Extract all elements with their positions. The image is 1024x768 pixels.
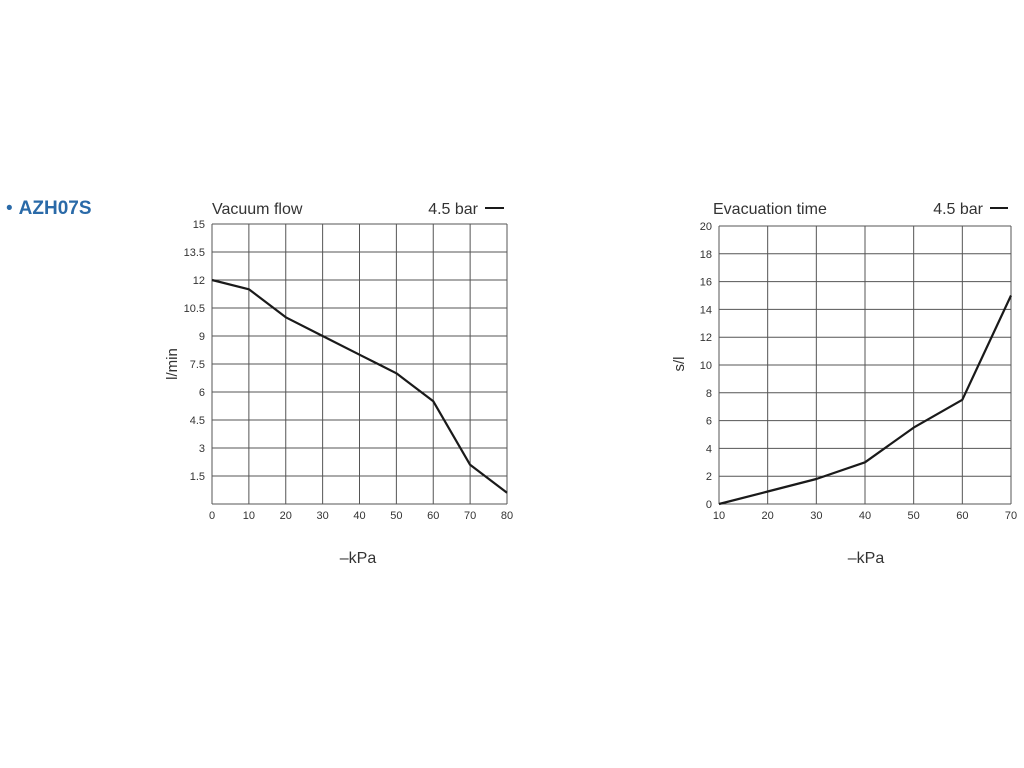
y-tick-label: 14 — [700, 304, 712, 316]
x-tick-label: 40 — [353, 510, 365, 522]
evacuation-time-ticks: 10 20 30 40 50 60 70 0 2 4 6 8 10 12 14 16 18 20 — [700, 221, 1017, 522]
y-tick-label: 1.5 — [190, 471, 205, 483]
y-tick-label: 12 — [700, 332, 712, 344]
y-tick-label: 13.5 — [184, 247, 205, 259]
x-tick-label: 10 — [713, 510, 725, 522]
x-tick-label: 0 — [209, 510, 215, 522]
y-tick-label: 2 — [706, 471, 712, 483]
vacuum-flow-title: Vacuum flow — [212, 201, 303, 218]
product-name: AZH07S — [18, 198, 92, 219]
evacuation-time-title: Evacuation time — [713, 201, 827, 218]
x-tick-label: 40 — [859, 510, 871, 522]
vacuum-flow-chart: Vacuum flow 4.5 bar 0 10 20 30 40 50 60 70 80 1.5… — [164, 201, 513, 567]
y-tick-label: 10 — [700, 360, 712, 372]
x-tick-label: 30 — [810, 510, 822, 522]
y-tick-label: 16 — [700, 277, 712, 289]
x-tick-label: 10 — [243, 510, 255, 522]
product-bullet: • — [6, 198, 13, 219]
y-tick-label: 15 — [193, 219, 205, 231]
vacuum-flow-xlabel: –kPa — [340, 550, 377, 567]
vacuum-flow-series — [211, 278, 508, 494]
y-tick-label: 6 — [706, 416, 712, 428]
x-tick-label: 20 — [280, 510, 292, 522]
x-tick-label: 60 — [427, 510, 439, 522]
evacuation-time-xlabel: –kPa — [848, 550, 885, 567]
evacuation-time-ylabel: s/l — [671, 357, 688, 372]
product-heading: • AZH07S — [6, 198, 92, 220]
y-tick-label: 8 — [706, 388, 712, 400]
evacuation-time-series — [718, 295, 1012, 506]
y-tick-label: 6 — [199, 387, 205, 399]
vacuum-flow-ylabel: l/min — [164, 348, 181, 380]
y-tick-label: 7.5 — [190, 359, 205, 371]
y-tick-label: 0 — [706, 499, 712, 511]
x-tick-label: 70 — [464, 510, 476, 522]
x-tick-label: 60 — [956, 510, 968, 522]
x-tick-label: 80 — [501, 510, 513, 522]
x-tick-label: 20 — [762, 510, 774, 522]
x-tick-label: 50 — [908, 510, 920, 522]
evacuation-time-chart: Evacuation time 4.5 bar 10 20 30 40 50 60 70 0 2… — [671, 201, 1017, 567]
y-tick-label: 4.5 — [190, 415, 205, 427]
y-tick-label: 3 — [199, 443, 205, 455]
y-tick-label: 10.5 — [184, 303, 205, 315]
y-tick-label: 20 — [700, 221, 712, 233]
vacuum-flow-grid — [211, 223, 508, 505]
vacuum-flow-ticks: 0 10 20 30 40 50 60 70 80 1.5 3 4.5 6 7.5 9 10.5 12 13.5 1… — [184, 219, 514, 522]
evacuation-time-legend-label: 4.5 bar — [933, 201, 983, 218]
vacuum-flow-legend-label: 4.5 bar — [428, 201, 478, 218]
x-tick-label: 70 — [1005, 510, 1017, 522]
y-tick-label: 4 — [706, 443, 712, 455]
evacuation-time-grid — [718, 225, 1012, 505]
y-tick-label: 12 — [193, 275, 205, 287]
y-tick-label: 18 — [700, 249, 712, 261]
x-tick-label: 50 — [390, 510, 402, 522]
y-tick-label: 9 — [199, 331, 205, 343]
x-tick-label: 30 — [317, 510, 329, 522]
